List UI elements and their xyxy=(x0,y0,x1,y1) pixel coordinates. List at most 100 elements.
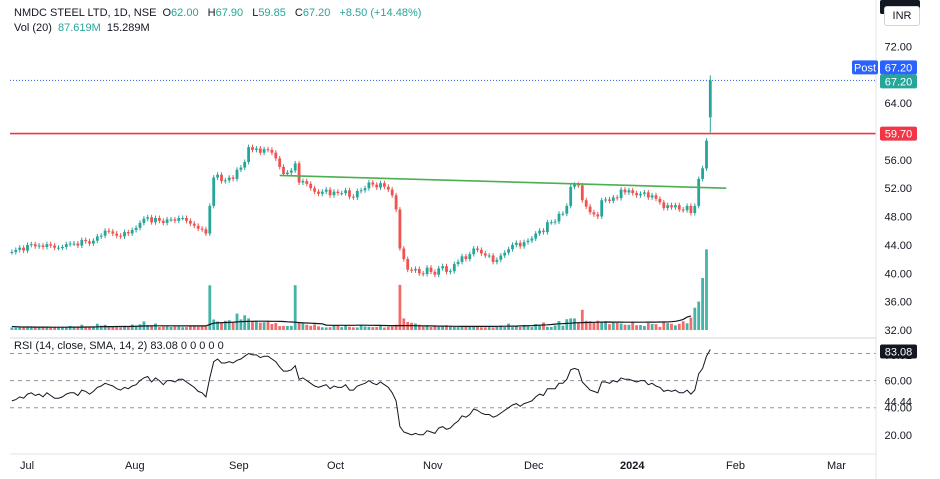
candle-body xyxy=(549,222,553,224)
candle-body xyxy=(371,182,375,185)
candle-body xyxy=(192,223,196,226)
volume-bar xyxy=(371,327,375,330)
candle-body xyxy=(146,217,150,219)
candle-body xyxy=(169,219,173,221)
candle-body xyxy=(64,244,68,247)
candle-body xyxy=(577,184,580,186)
symbol-title[interactable]: NMDC STEEL LTD, 1D, NSE xyxy=(14,7,157,19)
volume-bar xyxy=(286,326,289,330)
rsi-tag: 83.08 xyxy=(880,344,917,359)
candle-body xyxy=(57,247,60,249)
candle-body xyxy=(212,177,216,206)
candle-body xyxy=(367,182,371,189)
volume-label[interactable]: Vol (20) xyxy=(14,22,52,34)
candle-body xyxy=(33,244,37,247)
volume-bar xyxy=(212,319,216,330)
rsi-tag-text: 83.08 xyxy=(885,347,913,359)
volume-bar xyxy=(115,326,119,330)
volume-bar xyxy=(336,325,340,330)
time-tick-label: 2024 xyxy=(620,460,645,472)
candle-body xyxy=(84,239,88,242)
candle-body xyxy=(553,221,557,223)
candle-body xyxy=(445,266,448,272)
volume-bar xyxy=(596,320,600,330)
candle-body xyxy=(92,240,95,244)
candle-body xyxy=(546,222,549,233)
candle-body xyxy=(615,197,619,199)
level-tag-text: 59.70 xyxy=(885,129,913,141)
last-price-tag-text: 67.20 xyxy=(885,76,913,88)
candle-body xyxy=(518,242,522,247)
volume-bar xyxy=(150,326,153,330)
trendline[interactable] xyxy=(279,174,727,189)
volume-bar xyxy=(460,326,464,330)
candles xyxy=(10,75,712,278)
candle-body xyxy=(258,148,262,153)
volume-bar xyxy=(161,326,165,330)
candle-body xyxy=(37,245,41,247)
volume-bar xyxy=(522,324,526,330)
time-tick-label: Aug xyxy=(125,460,145,472)
candle-body xyxy=(542,230,545,233)
candle-body xyxy=(243,161,247,168)
candle-body xyxy=(491,255,495,262)
low-value: 59.85 xyxy=(258,7,286,19)
candle-body xyxy=(394,195,398,210)
price-tick-label: 52.00 xyxy=(884,183,912,195)
volume-bar xyxy=(445,325,448,330)
volume-bar xyxy=(72,327,76,330)
volume-bar xyxy=(677,323,681,330)
candle-body xyxy=(417,269,421,274)
candle-body xyxy=(693,205,697,213)
candle-body xyxy=(557,213,561,222)
open-value: 62.00 xyxy=(171,7,199,19)
candle-body xyxy=(161,220,165,223)
candle-body xyxy=(627,190,631,193)
volume-bar xyxy=(619,323,623,330)
candle-body xyxy=(22,247,25,251)
candle-body xyxy=(386,186,390,190)
rsi-tick-label: 40.00 xyxy=(884,403,912,415)
candle-body xyxy=(670,205,673,208)
volume-bar xyxy=(390,326,394,330)
volume-bar xyxy=(293,285,297,330)
volume-bar xyxy=(189,325,192,330)
candle-body xyxy=(305,181,309,184)
volume-bar xyxy=(340,327,344,330)
candle-body xyxy=(142,218,146,223)
volume-bar xyxy=(491,327,495,330)
currency-button[interactable]: INR xyxy=(884,6,920,26)
candle-body xyxy=(173,219,177,221)
candle-body xyxy=(526,240,530,243)
volume-bar xyxy=(503,327,507,330)
candle-body xyxy=(472,248,476,255)
candle-body xyxy=(123,232,126,237)
candle-body xyxy=(45,244,49,247)
volume-bar xyxy=(154,323,157,330)
post-tag-text: Post xyxy=(854,62,876,74)
candle-body xyxy=(588,206,592,213)
volume-bar xyxy=(631,321,635,330)
volume-bar xyxy=(200,326,204,330)
volume-bar xyxy=(483,327,487,330)
volume-bar xyxy=(324,327,328,330)
candle-body xyxy=(99,235,103,237)
volume-bar xyxy=(138,324,142,330)
volume-bar xyxy=(61,327,64,330)
volume-bar xyxy=(297,322,301,330)
time-axis[interactable]: Jul Aug Sep Oct Nov Dec 2024 Feb Mar xyxy=(20,460,846,472)
volume-bar xyxy=(266,321,270,330)
candle-body xyxy=(406,259,410,270)
candle-body xyxy=(460,256,464,262)
candle-body xyxy=(150,217,153,223)
volume-bar xyxy=(425,326,429,330)
volume-bar xyxy=(604,321,607,330)
time-tick-label: Sep xyxy=(229,460,249,472)
volume-bar xyxy=(301,322,305,330)
candle-body xyxy=(643,192,646,194)
volume-bar xyxy=(317,326,320,330)
candle-body xyxy=(383,183,386,187)
time-tick-label: Mar xyxy=(827,460,846,472)
